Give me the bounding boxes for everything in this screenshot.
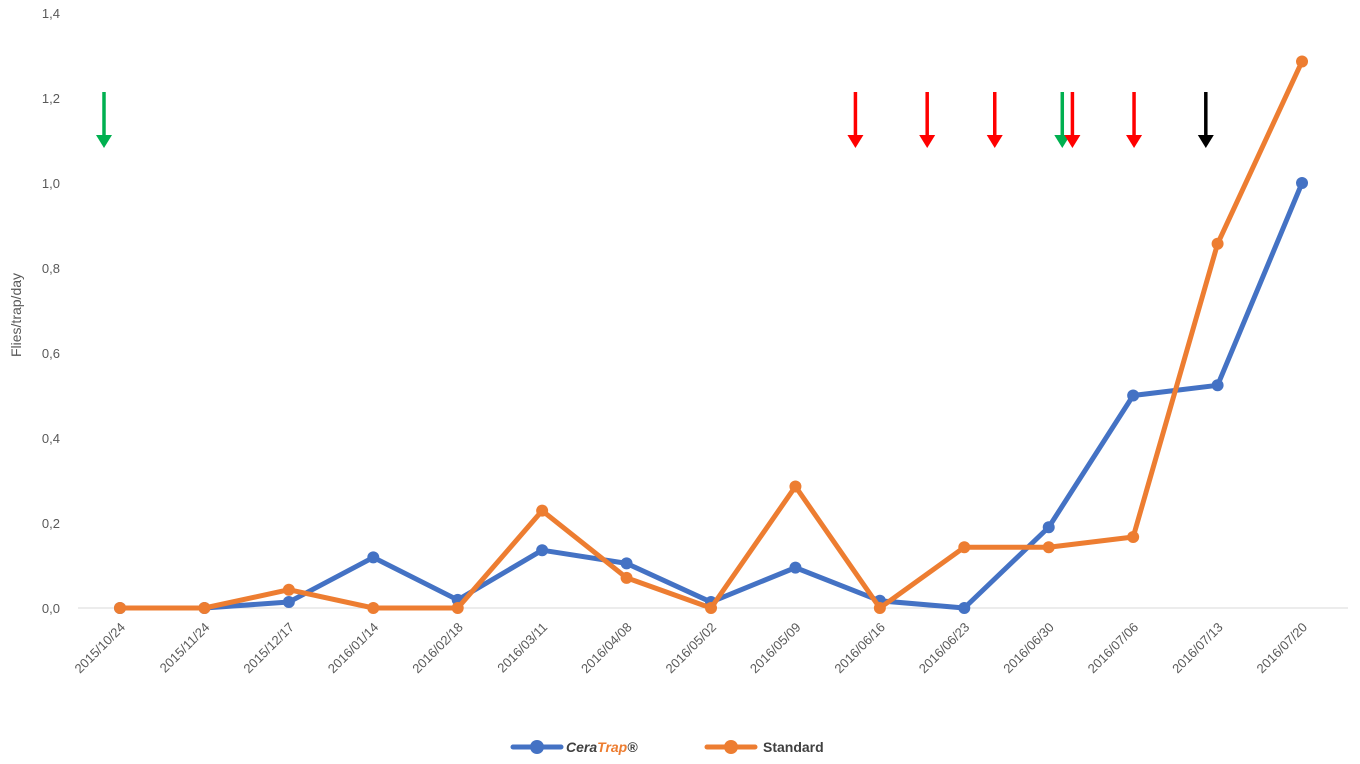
data-point [789,480,802,493]
y-axis-label: Flies/trap/day [8,273,24,357]
series-standard [114,55,1309,614]
y-tick-label: 1,4 [42,6,60,21]
data-point [789,561,802,574]
legend-label-standard: Standard [763,739,824,755]
x-tick-label: 2016/03/11 [494,620,550,676]
x-tick-label: 2016/06/30 [1000,620,1057,677]
legend-item-standard: Standard [704,739,824,755]
y-tick-label: 1,2 [42,91,60,106]
x-tick-label: 2015/10/24 [71,620,128,677]
x-tick-label: 2016/05/02 [663,620,720,677]
data-point [198,602,211,614]
y-tick-label: 1,0 [42,176,60,191]
data-point [1296,177,1309,189]
y-tick-label: 0,4 [42,431,60,446]
y-tick-label: 0,8 [42,261,60,276]
data-point [114,602,126,614]
legend-swatch-marker [530,740,544,754]
data-point [1211,379,1224,392]
data-point [282,583,295,596]
x-tick-label: 2015/12/17 [240,620,297,677]
legend-label-ceratrap: CeraTrap® [566,739,638,755]
data-point [1127,389,1140,402]
series-ceratrap [114,177,1309,614]
event-arrow [1054,92,1071,148]
data-point [620,571,633,584]
data-point [1296,55,1309,68]
y-axis-ticks: 0,0 0,2 0,4 0,6 0,8 1,0 1,2 1,4 [42,6,60,616]
event-arrow [1064,92,1081,148]
legend-swatch-marker [724,740,738,754]
series-line [117,58,1305,611]
event-arrow [1197,92,1214,148]
event-arrow [96,92,112,148]
event-arrow [1126,92,1143,148]
data-point [1127,531,1140,544]
data-point [1042,521,1055,534]
y-tick-label: 0,2 [42,516,60,531]
x-tick-label: 2016/02/18 [409,620,466,677]
x-tick-label: 2015/11/24 [157,620,213,676]
data-point [958,602,971,614]
data-point [1211,237,1224,250]
data-point [958,541,971,554]
series-layer [114,55,1309,614]
data-point [451,602,464,614]
legend: CeraTrap® Standard [510,739,824,755]
data-point [536,504,549,517]
event-arrows [96,92,1214,148]
legend-item-ceratrap: CeraTrap® [510,739,638,755]
x-tick-label: 2016/07/13 [1169,620,1226,677]
data-point [536,544,549,557]
x-tick-label: 2016/06/23 [916,620,973,677]
data-point [620,557,633,570]
data-point [873,602,886,614]
x-tick-label: 2016/06/16 [831,620,888,677]
series-line [117,180,1305,611]
event-arrow [919,92,936,148]
data-point [1042,541,1055,554]
x-tick-label: 2016/07/06 [1085,620,1142,677]
x-tick-label: 2016/07/20 [1254,620,1311,677]
y-tick-label: 0,6 [42,346,60,361]
x-tick-label: 2016/05/09 [747,620,804,677]
event-arrow [847,92,864,148]
x-tick-label: 2016/01/14 [325,620,382,677]
data-point [367,551,380,564]
data-point [367,602,380,614]
x-axis-ticks: 2015/10/24 2015/11/24 2015/12/17 2016/01/14… [71,620,1310,677]
x-tick-label: 2016/04/08 [578,620,635,677]
data-point [705,602,718,614]
y-tick-label: 0,0 [42,601,60,616]
event-arrow [986,92,1003,148]
data-point [282,596,295,609]
